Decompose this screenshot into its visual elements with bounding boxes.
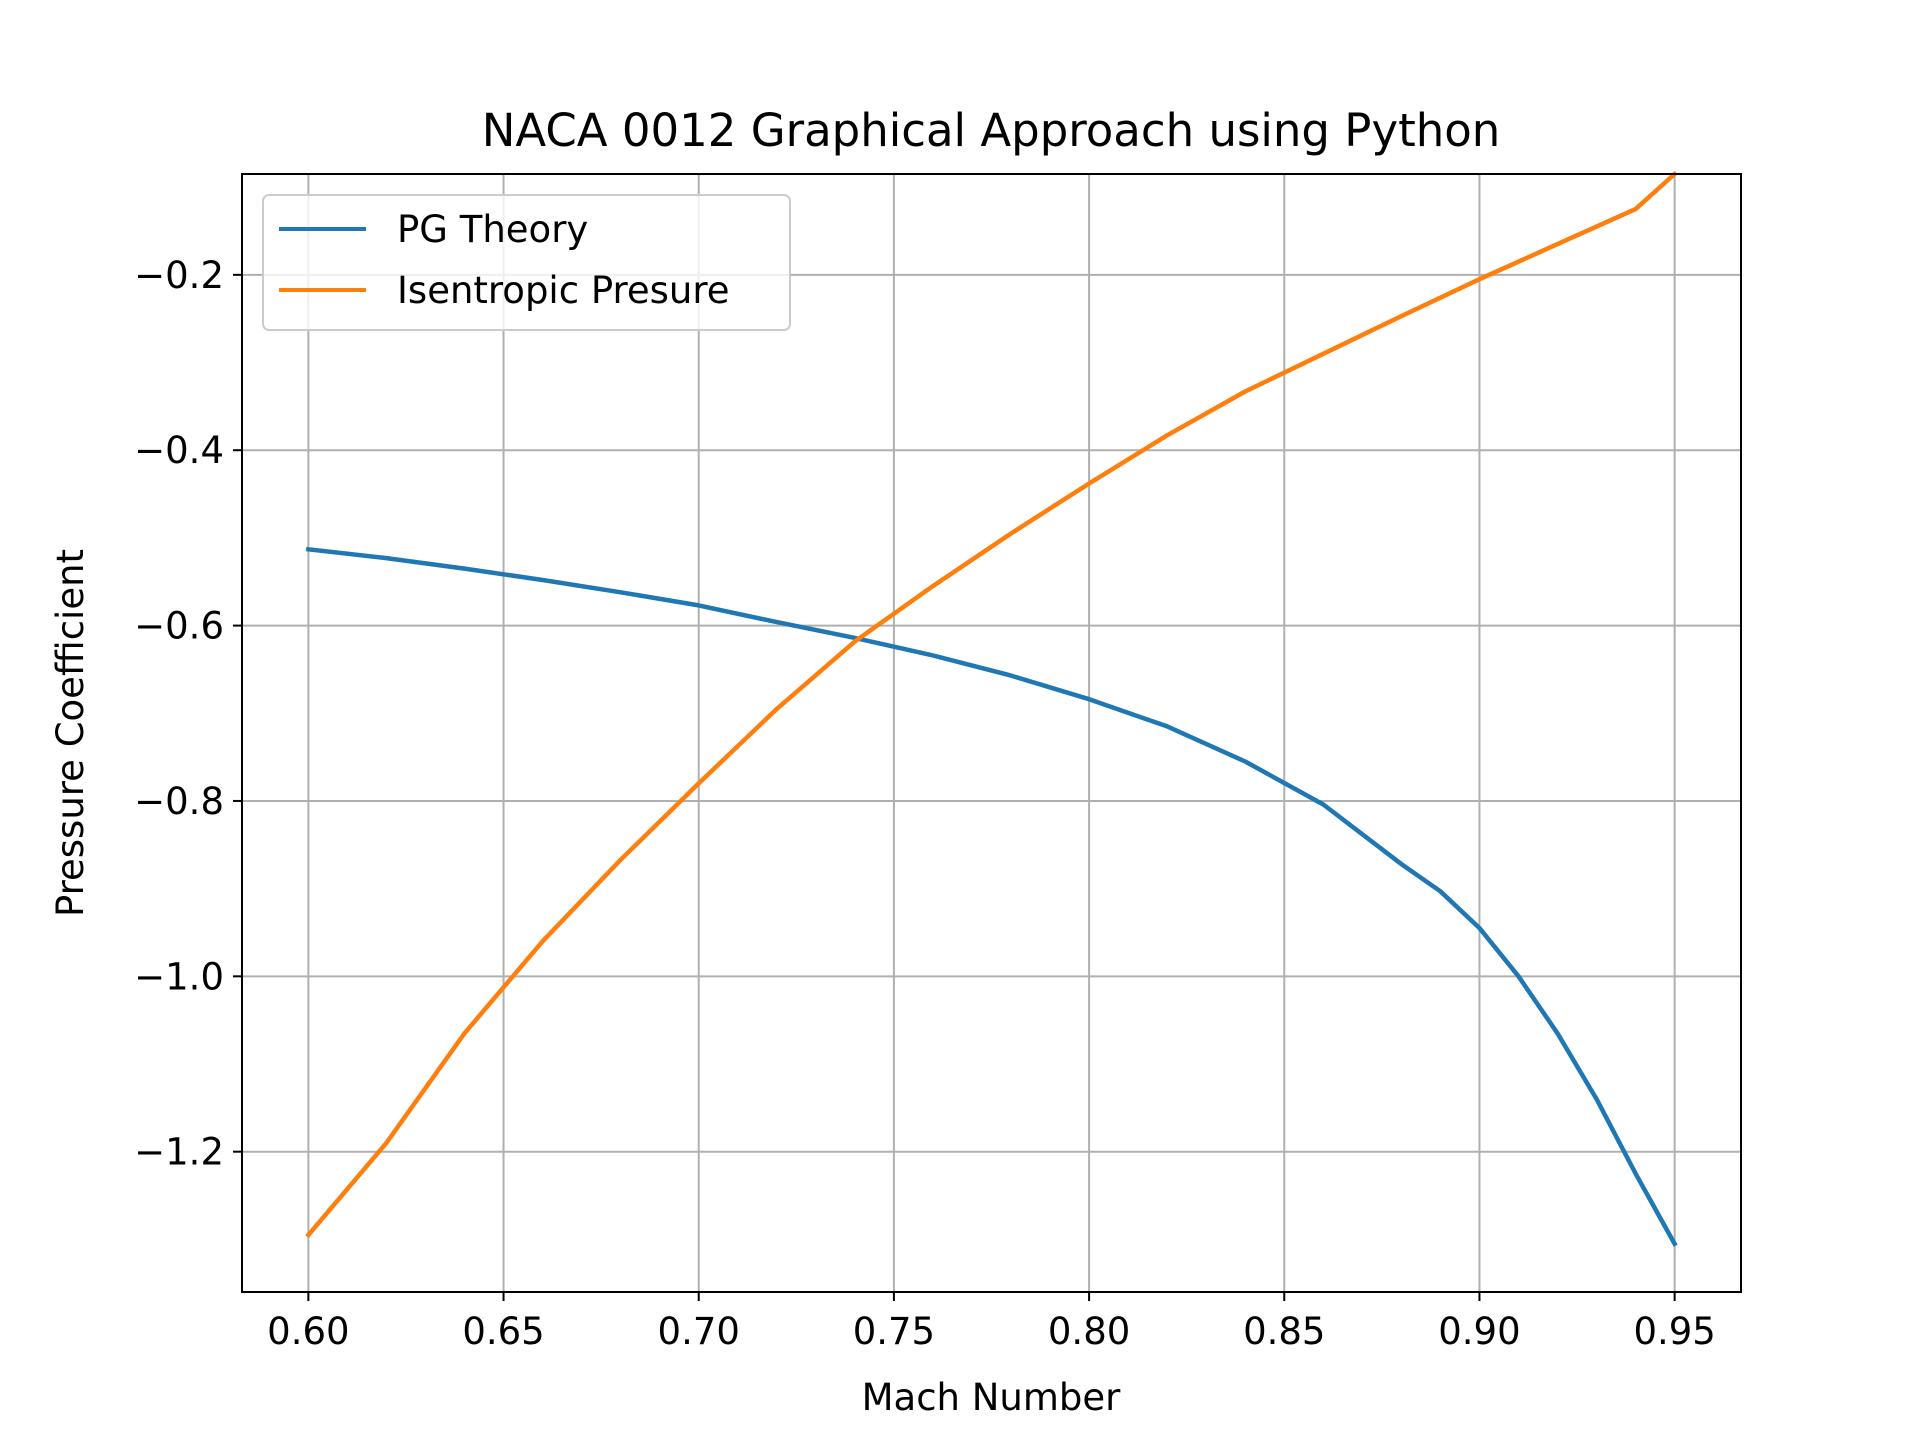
series-line-isentropic-presure <box>305 170 1678 1239</box>
plot-frame <box>241 173 1742 1293</box>
plot-area <box>242 174 1741 1292</box>
series-lines <box>305 170 1678 1247</box>
chart-title: NACA 0012 Graphical Approach using Pytho… <box>482 104 1501 157</box>
legend-box <box>262 194 791 331</box>
x-axis-label: Mach Number <box>862 1376 1122 1419</box>
x-tick-label: 0.60 <box>267 1310 349 1353</box>
x-tick-label: 0.90 <box>1438 1310 1520 1353</box>
y-tick-label: −0.6 <box>134 605 224 648</box>
y-tick-label: −1.0 <box>134 955 224 998</box>
grid <box>242 174 1741 1292</box>
x-tick-label: 0.80 <box>1048 1310 1130 1353</box>
x-tick-label: 0.65 <box>462 1310 544 1353</box>
x-tick-label: 0.85 <box>1243 1310 1325 1353</box>
x-tick-label: 0.75 <box>853 1310 935 1353</box>
x-tick-label: 0.70 <box>658 1310 740 1353</box>
x-tick-label: 0.95 <box>1633 1310 1715 1353</box>
series-line-pg-theory <box>305 546 1678 1247</box>
legend-label-isentropic-presure: Isentropic Presure <box>397 269 730 312</box>
legend: PG Theory Isentropic Presure <box>262 194 791 331</box>
y-tick-label: −1.2 <box>134 1131 224 1174</box>
y-tick-label: −0.2 <box>134 254 224 297</box>
ticks: 0.60 0.65 0.70 0.75 0.80 0.85 0.90 0.95 −1.2 −1.0… <box>134 254 1716 1353</box>
y-tick-label: −0.8 <box>134 780 224 823</box>
legend-label-pg-theory: PG Theory <box>397 208 588 251</box>
y-tick-label: −0.4 <box>134 429 224 472</box>
y-axis-label: Pressure Coefficient <box>49 549 92 917</box>
